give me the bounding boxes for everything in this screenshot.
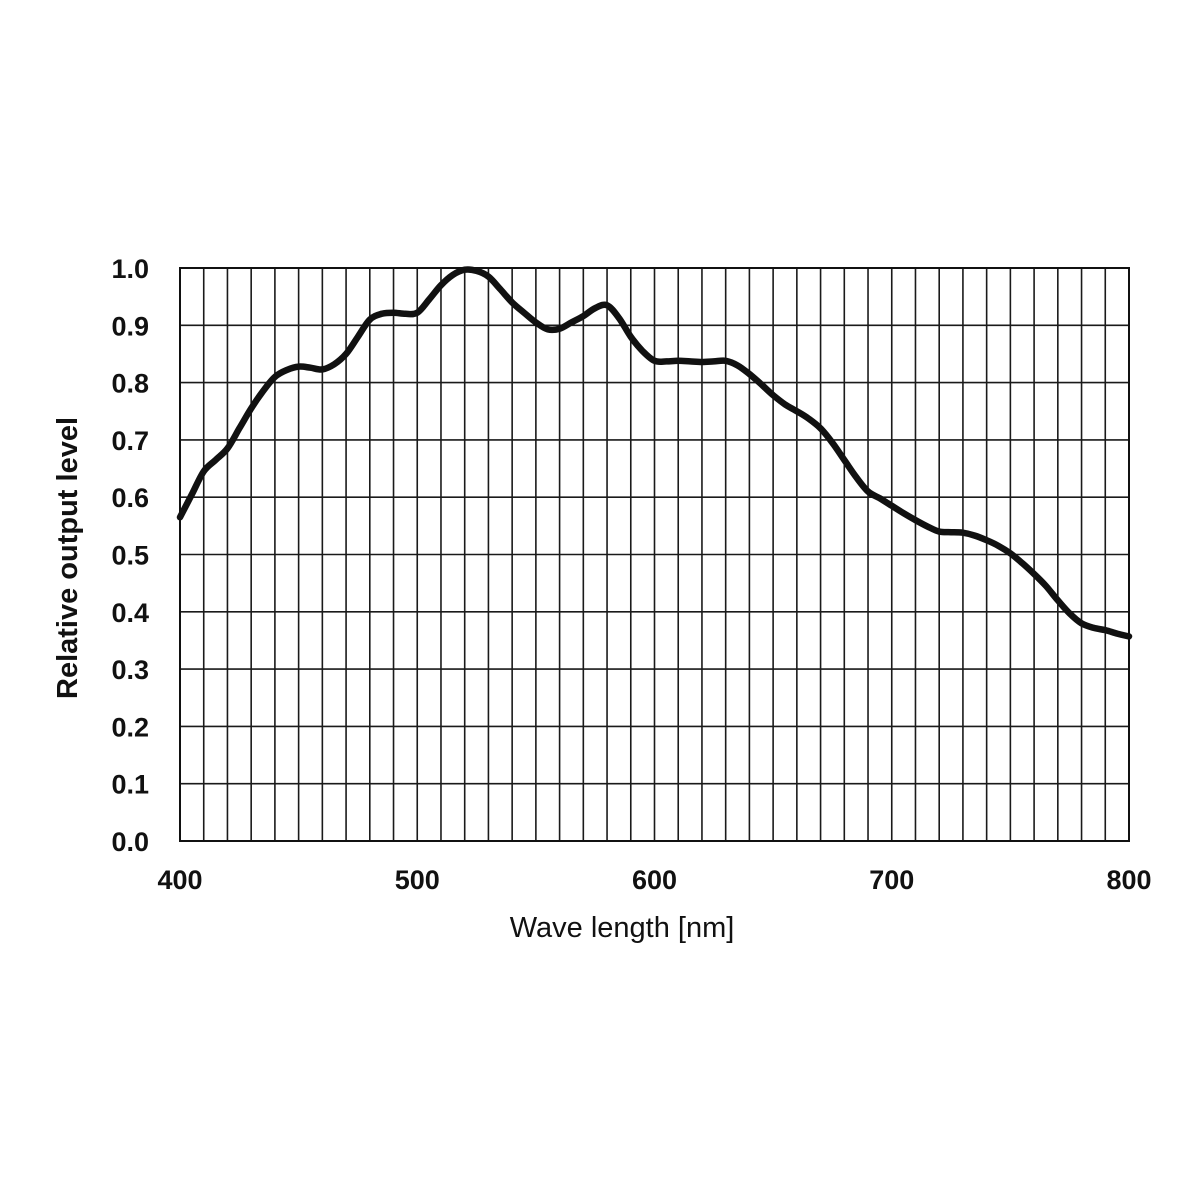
- y-axis-title: Relative output level: [52, 417, 84, 699]
- x-tick-label: 500: [395, 865, 440, 895]
- y-tick-label: 0.9: [111, 311, 149, 341]
- y-tick-label: 1.0: [111, 254, 149, 284]
- y-tick-label: 0.8: [111, 369, 149, 399]
- grid: [180, 268, 1129, 841]
- y-axis-ticks: 0.0 0.1 0.2 0.3 0.4 0.5 0.6 0.7 0.8 0.9 1.0: [111, 254, 149, 857]
- x-tick-label: 400: [157, 865, 202, 895]
- y-tick-label: 0.6: [111, 483, 149, 513]
- response-curve-line: [176, 266, 1133, 640]
- x-axis-ticks: 400 500 600 700 800: [157, 865, 1151, 895]
- y-tick-label: 0.5: [111, 541, 149, 571]
- y-tick-label: 0.4: [111, 598, 149, 628]
- x-tick-label: 700: [869, 865, 914, 895]
- y-tick-label: 0.7: [111, 426, 149, 456]
- y-tick-label: 0.3: [111, 655, 149, 685]
- x-axis-title: Wave length [nm]: [510, 912, 735, 944]
- y-tick-label: 0.0: [111, 827, 149, 857]
- plot-frame: [179, 267, 1130, 842]
- y-tick-label: 0.2: [111, 712, 149, 742]
- y-tick-label: 0.1: [111, 770, 149, 800]
- x-tick-label: 800: [1106, 865, 1151, 895]
- x-tick-label: 600: [632, 865, 677, 895]
